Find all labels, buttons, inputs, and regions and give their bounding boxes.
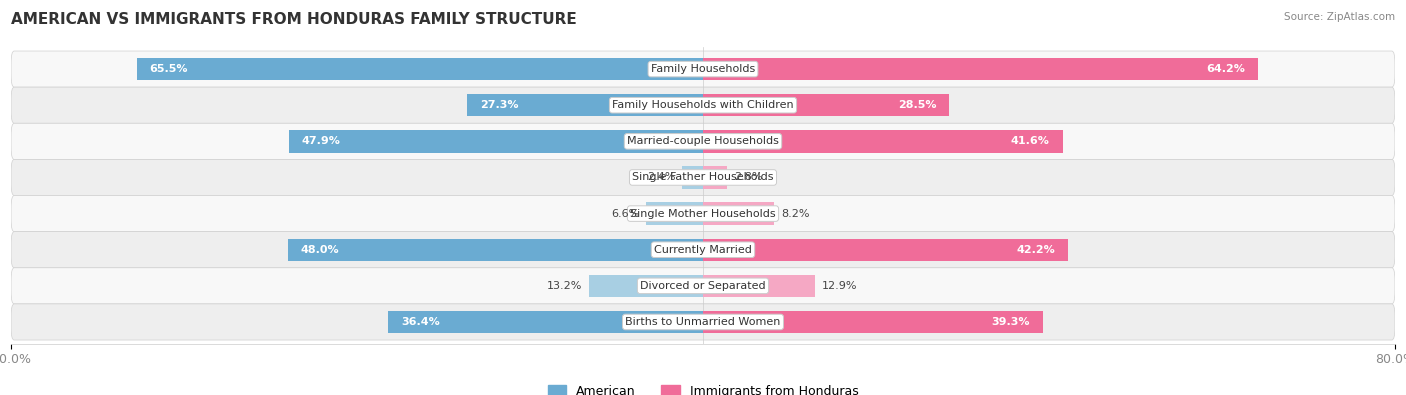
Text: 27.3%: 27.3% [479,100,519,110]
Text: 65.5%: 65.5% [149,64,188,74]
Bar [703,275,814,297]
Text: Divorced or Separated: Divorced or Separated [640,281,766,291]
Bar [589,275,703,297]
Bar [703,94,949,117]
Text: 6.6%: 6.6% [610,209,638,218]
Text: 39.3%: 39.3% [991,317,1029,327]
Text: 8.2%: 8.2% [780,209,810,218]
Bar [645,202,703,225]
Text: 48.0%: 48.0% [301,245,339,255]
FancyBboxPatch shape [11,304,1395,340]
Bar [388,311,703,333]
Text: Family Households: Family Households [651,64,755,74]
Bar [703,311,1043,333]
Text: Married-couple Households: Married-couple Households [627,136,779,146]
Text: Currently Married: Currently Married [654,245,752,255]
Bar [136,58,703,80]
Bar [703,58,1258,80]
Bar [682,166,703,189]
Bar [288,130,703,152]
Legend: American, Immigrants from Honduras: American, Immigrants from Honduras [543,380,863,395]
Text: 36.4%: 36.4% [401,317,440,327]
FancyBboxPatch shape [11,231,1395,268]
Text: 2.4%: 2.4% [647,173,675,182]
FancyBboxPatch shape [11,160,1395,196]
Text: 42.2%: 42.2% [1017,245,1054,255]
Text: 12.9%: 12.9% [821,281,858,291]
Text: 2.8%: 2.8% [734,173,762,182]
Bar [288,239,703,261]
FancyBboxPatch shape [11,123,1395,160]
Bar [703,166,727,189]
FancyBboxPatch shape [11,268,1395,304]
Bar [467,94,703,117]
Bar [703,239,1069,261]
Text: 41.6%: 41.6% [1011,136,1050,146]
FancyBboxPatch shape [11,196,1395,231]
Text: Single Mother Households: Single Mother Households [630,209,776,218]
Text: Source: ZipAtlas.com: Source: ZipAtlas.com [1284,12,1395,22]
FancyBboxPatch shape [11,51,1395,87]
Text: Single Father Households: Single Father Households [633,173,773,182]
FancyBboxPatch shape [11,87,1395,123]
Text: 28.5%: 28.5% [898,100,936,110]
Bar [703,130,1063,152]
Text: Births to Unmarried Women: Births to Unmarried Women [626,317,780,327]
Text: AMERICAN VS IMMIGRANTS FROM HONDURAS FAMILY STRUCTURE: AMERICAN VS IMMIGRANTS FROM HONDURAS FAM… [11,12,576,27]
Bar [703,202,773,225]
Text: Family Households with Children: Family Households with Children [612,100,794,110]
Text: 64.2%: 64.2% [1206,64,1246,74]
Text: 47.9%: 47.9% [302,136,340,146]
Text: 13.2%: 13.2% [547,281,582,291]
